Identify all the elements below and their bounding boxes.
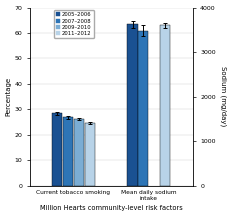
Bar [138,31,148,186]
X-axis label: Million Hearts community-level risk factors: Million Hearts community-level risk fact… [40,205,182,211]
Bar [52,113,62,186]
Y-axis label: Sodium (mg/day): Sodium (mg/day) [219,66,225,127]
Legend: 2005–2006, 2007–2008, 2009–2010, 2011–2012: 2005–2006, 2007–2008, 2009–2010, 2011–20… [53,10,93,38]
Y-axis label: Percentage: Percentage [6,77,12,116]
Bar [85,123,94,186]
Bar [127,25,137,186]
Bar [160,25,170,186]
Bar [74,119,84,186]
Bar [63,117,73,186]
